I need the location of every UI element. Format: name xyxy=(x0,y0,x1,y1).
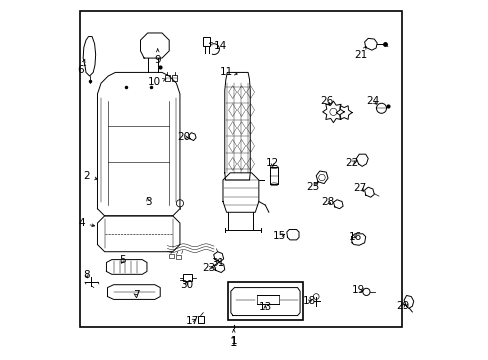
Text: 22: 22 xyxy=(345,158,358,168)
Text: 23: 23 xyxy=(203,263,216,273)
Text: 17: 17 xyxy=(185,316,199,325)
Text: 6: 6 xyxy=(78,59,85,75)
Text: 1: 1 xyxy=(230,329,237,346)
Text: 27: 27 xyxy=(353,183,366,193)
Text: 24: 24 xyxy=(366,96,379,106)
Bar xyxy=(203,37,209,45)
Text: 29: 29 xyxy=(396,301,409,311)
Text: 28: 28 xyxy=(321,197,334,207)
Text: 30: 30 xyxy=(180,280,193,290)
Bar xyxy=(227,282,303,320)
Bar xyxy=(270,167,278,184)
Text: 10: 10 xyxy=(147,77,166,87)
Bar xyxy=(183,274,191,281)
Text: 4: 4 xyxy=(78,218,95,228)
Text: 25: 25 xyxy=(306,182,319,192)
Text: 13: 13 xyxy=(258,302,271,312)
Text: 9: 9 xyxy=(154,49,161,65)
Text: 2: 2 xyxy=(83,171,97,181)
Text: 11: 11 xyxy=(220,67,237,77)
Bar xyxy=(165,75,169,81)
Text: 8: 8 xyxy=(83,270,90,280)
Text: 7: 7 xyxy=(133,291,139,301)
Text: 26: 26 xyxy=(320,96,333,106)
Text: 14: 14 xyxy=(209,41,226,50)
Text: 3: 3 xyxy=(145,197,151,207)
Text: 19: 19 xyxy=(351,285,365,296)
Bar xyxy=(80,12,402,327)
Text: 5: 5 xyxy=(119,255,125,265)
Text: 20: 20 xyxy=(177,132,190,142)
Bar xyxy=(198,316,203,323)
Text: 18: 18 xyxy=(302,296,315,306)
Text: 16: 16 xyxy=(347,232,361,242)
Bar xyxy=(172,75,176,81)
Bar xyxy=(176,255,181,259)
Text: 12: 12 xyxy=(265,158,279,168)
Text: 1: 1 xyxy=(229,336,237,348)
Bar xyxy=(169,254,174,258)
Text: 21: 21 xyxy=(354,46,367,60)
Text: 15: 15 xyxy=(272,231,285,240)
Text: 31: 31 xyxy=(210,258,224,268)
